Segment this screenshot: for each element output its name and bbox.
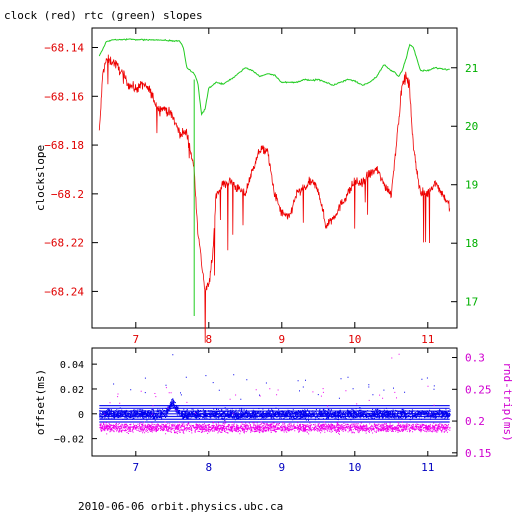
rtc-y-tick-label: 18 bbox=[465, 237, 478, 250]
rtc-line bbox=[98, 38, 450, 117]
slopes-plot-frame bbox=[91, 27, 458, 329]
offset-y-axis-label: offset(ms) bbox=[34, 369, 47, 435]
slopes-y-tick-label: −68.2 bbox=[51, 188, 84, 201]
rndtrip-points bbox=[99, 353, 451, 435]
chart-title: clock (red) rtc (green) slopes bbox=[4, 9, 203, 22]
slopes-y-tick-label: −68.14 bbox=[44, 42, 84, 55]
slopes-chart: 7 8 9 10 11 −68.14 −68.16 −68.18 −68.2 −68.22 −68.… bbox=[34, 27, 478, 346]
rndtrip-series bbox=[99, 353, 451, 435]
slopes-y-tick-label: −68.16 bbox=[44, 90, 84, 103]
slopes-x-tick-label: 10 bbox=[348, 333, 361, 346]
rtc-y-tick-label: 17 bbox=[465, 296, 478, 309]
slopes-x-tick-label: 9 bbox=[278, 333, 285, 346]
offset-x-tick-label: 8 bbox=[205, 461, 212, 474]
offset-chart: 7 8 9 10 11 0.04 0.02 0 −0.02 0.3 0.25 0.2 0.15 offs… bbox=[34, 347, 512, 474]
rtc-y-tick-label: 19 bbox=[465, 179, 478, 192]
rtc-y-tick-label: 21 bbox=[465, 62, 478, 75]
offset-series bbox=[99, 354, 451, 423]
slopes-ticks: 7 8 9 10 11 −68.14 −68.16 −68.18 −68.2 −68.22 −68.… bbox=[44, 28, 478, 346]
offset-y-tick-label: 0 bbox=[78, 410, 84, 421]
clock-line bbox=[98, 54, 451, 343]
offset-y-tick-label: 0.04 bbox=[60, 360, 84, 371]
offset-plot-frame bbox=[91, 347, 458, 457]
slopes-x-tick-label: 11 bbox=[421, 333, 434, 346]
offset-y-tick-label: −0.02 bbox=[54, 435, 84, 446]
offset-ticks: 7 8 9 10 11 0.04 0.02 0 −0.02 0.3 0.25 0.2 0.15 bbox=[54, 348, 492, 474]
rndtrip-y-axis-label: rnd-trip(ms) bbox=[501, 362, 512, 441]
rtc-series bbox=[98, 38, 450, 316]
clock-series bbox=[98, 54, 451, 343]
slopes-y-axis-label: clockslope bbox=[34, 145, 47, 211]
slopes-y-tick-label: −68.18 bbox=[44, 139, 84, 152]
rndtrip-y-tick-label: 0.2 bbox=[465, 415, 485, 428]
slopes-y-tick-label: −68.24 bbox=[44, 285, 84, 298]
offset-x-tick-label: 10 bbox=[348, 461, 361, 474]
offset-x-tick-label: 11 bbox=[421, 461, 434, 474]
footer-caption: 2010-06-06 orbit.physics.ubc.ca bbox=[78, 500, 283, 512]
slopes-y-tick-label: −68.22 bbox=[44, 237, 84, 250]
offset-y-tick-label: 0.02 bbox=[60, 385, 84, 396]
rndtrip-y-tick-label: 0.25 bbox=[465, 383, 492, 396]
offset-x-tick-label: 7 bbox=[132, 461, 139, 474]
slopes-x-tick-label: 7 bbox=[132, 333, 139, 346]
rndtrip-y-tick-label: 0.15 bbox=[465, 447, 492, 460]
rndtrip-y-tick-label: 0.3 bbox=[465, 352, 485, 365]
rtc-y-tick-label: 20 bbox=[465, 120, 478, 133]
offset-x-tick-label: 9 bbox=[278, 461, 285, 474]
slopes-x-tick-label: 8 bbox=[205, 333, 212, 346]
